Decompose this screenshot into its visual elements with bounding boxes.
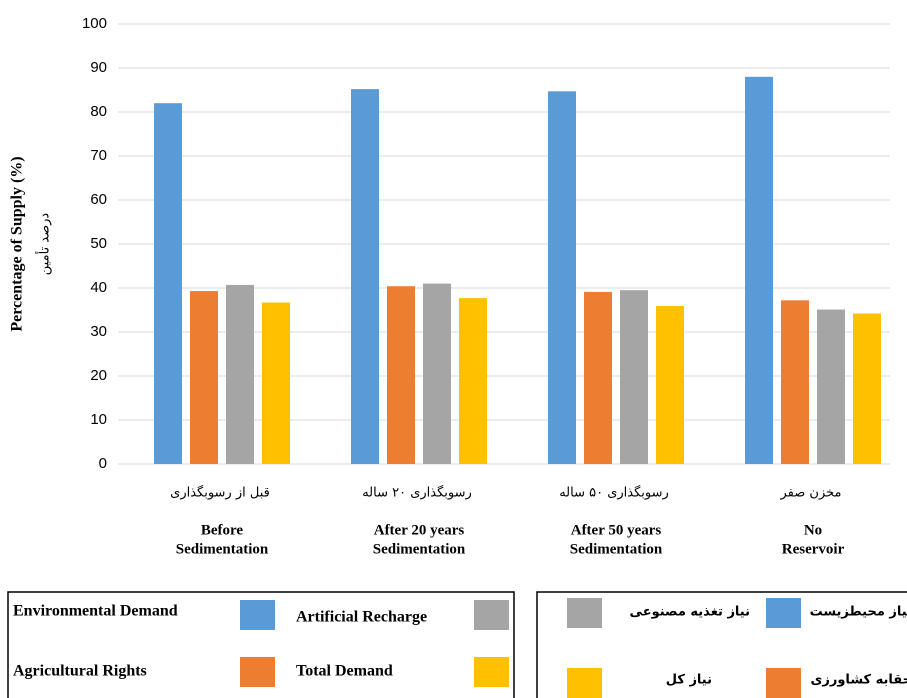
x-tick-label: Sedimentation (373, 541, 466, 557)
y-tick-label: 60 (90, 191, 107, 208)
legend-swatch (474, 600, 509, 630)
y-axis-title: Percentage of Supply (%) (9, 156, 26, 331)
x-tick-label: After 20 years (374, 522, 465, 538)
x-tick-label: No (804, 522, 822, 538)
bar (423, 283, 451, 464)
legend-label-fa: حقابه کشاورزی (810, 673, 907, 688)
legend-label: Environmental Demand (13, 603, 178, 620)
bar (548, 91, 576, 464)
bar (853, 313, 881, 464)
bar (584, 291, 612, 464)
legend-box (7, 591, 515, 698)
legend-label-fa: نیاز کل (666, 673, 712, 688)
legend-swatch-fa (766, 668, 801, 698)
x-tick-label-fa: رسوبگذاری ۵۰ ساله (559, 485, 669, 501)
x-tick-label: After 50 years (571, 522, 662, 538)
y-tick-label: 70 (90, 147, 107, 164)
y-tick-label: 20 (90, 367, 107, 384)
legend-label: Agricultural Rights (13, 663, 147, 680)
bar (459, 298, 487, 464)
y-tick-label: 0 (99, 455, 107, 472)
y-tick-label: 80 (90, 103, 107, 120)
x-tick-label-fa: قبل از رسوبگذاری (170, 485, 270, 501)
x-tick-label: Reservoir (782, 541, 845, 557)
bar (262, 302, 290, 464)
legend-box-fa (536, 591, 907, 698)
legend-swatch (240, 657, 275, 687)
x-tick-label: Before (201, 522, 244, 538)
bar (190, 291, 218, 464)
bar (817, 309, 845, 464)
legend-swatch-fa (766, 598, 801, 628)
y-tick-label: 40 (90, 279, 107, 296)
legend-swatch (240, 600, 275, 630)
bar (745, 76, 773, 465)
x-tick-label: Sedimentation (570, 541, 663, 557)
bar (387, 286, 415, 464)
y-axis-title-fa: درصد تأمین (35, 213, 53, 276)
y-tick-label: 10 (90, 411, 107, 428)
bar (226, 284, 254, 464)
y-tick-label: 50 (90, 235, 107, 252)
bar (620, 290, 648, 464)
bar (781, 300, 809, 464)
x-tick-label: Sedimentation (176, 541, 269, 557)
y-tick-label: 90 (90, 59, 107, 76)
x-tick-label-fa: رسوبگذاری ۲۰ ساله (362, 485, 472, 501)
x-tick-label-fa: مخزن صفر (780, 486, 842, 501)
legend-swatch (474, 657, 509, 687)
legend-label: Artificial Recharge (296, 609, 427, 626)
bar (656, 306, 684, 464)
legend-swatch-fa (567, 668, 602, 698)
legend-swatch-fa (567, 598, 602, 628)
legend-label-fa: نیاز محیطزیست (810, 605, 907, 620)
bar (154, 103, 182, 464)
legend-label: Total Demand (296, 663, 393, 680)
y-tick-label: 100 (82, 15, 107, 32)
y-tick-label: 30 (90, 323, 107, 340)
bar (351, 89, 379, 465)
legend-label-fa: نیاز تغذیه مصنوعی (630, 605, 750, 620)
